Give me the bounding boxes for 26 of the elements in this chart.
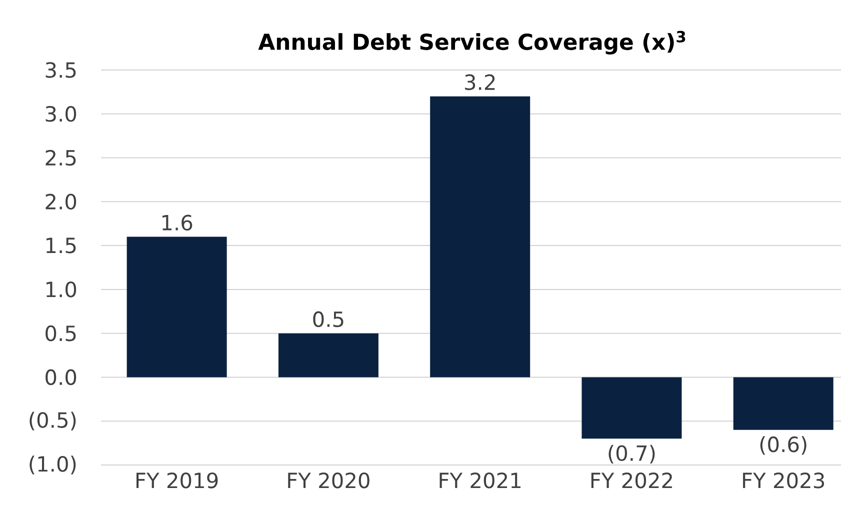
y-tick-label: 1.0 — [46, 282, 76, 298]
bar — [582, 377, 682, 439]
bar — [430, 96, 530, 378]
y-tick-label: 2.0 — [46, 194, 76, 210]
y-tick-label: 0.0 — [46, 369, 76, 386]
data-label: (0.6) — [760, 436, 806, 455]
y-tick-label: 0.5 — [46, 325, 76, 342]
x-tick-label: FY 2019 — [136, 472, 218, 488]
x-tick-label: FY 2020 — [288, 472, 370, 488]
y-tick-label: (0.5) — [30, 412, 76, 430]
x-tick-label: FY 2021 — [440, 472, 520, 488]
y-tick-label: 3.5 — [46, 62, 76, 78]
bar — [278, 333, 378, 378]
chart-title: Annual Debt Service Coverage (x)$^{3}$ — [258, 30, 686, 55]
data-label: 0.5 — [313, 311, 344, 328]
data-label: (0.7) — [608, 444, 655, 464]
bar — [733, 377, 834, 430]
data-label: 3.2 — [465, 74, 495, 90]
x-tick-label: FY 2022 — [591, 472, 672, 488]
y-tick-label: 2.5 — [46, 150, 76, 166]
y-tick-label: (1.0) — [30, 456, 76, 474]
bar — [126, 236, 227, 378]
y-tick-label: 1.5 — [46, 238, 76, 254]
data-label: 1.6 — [162, 214, 192, 231]
y-tick-label: 3.0 — [46, 106, 76, 122]
x-tick-label: FY 2023 — [743, 472, 824, 488]
